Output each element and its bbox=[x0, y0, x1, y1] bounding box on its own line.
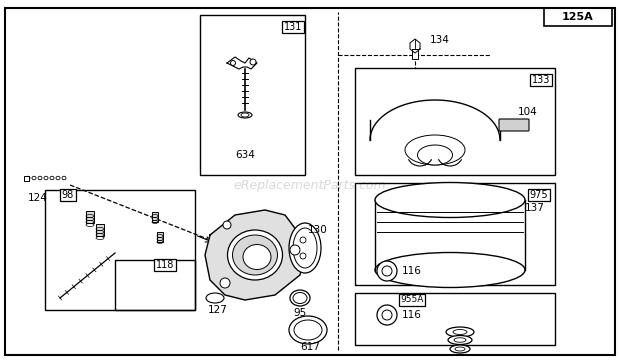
Bar bbox=[152, 212, 158, 222]
Ellipse shape bbox=[56, 176, 60, 180]
Text: 634: 634 bbox=[235, 150, 255, 160]
Circle shape bbox=[220, 278, 230, 288]
Circle shape bbox=[231, 61, 236, 65]
Bar bbox=[157, 232, 163, 242]
Text: 137: 137 bbox=[525, 203, 545, 213]
Text: 118: 118 bbox=[156, 260, 174, 270]
Bar bbox=[45, 190, 195, 310]
Ellipse shape bbox=[446, 327, 474, 337]
Text: 95: 95 bbox=[293, 308, 307, 318]
Text: 134: 134 bbox=[430, 35, 450, 45]
Text: 130: 130 bbox=[308, 225, 328, 235]
Text: 127: 127 bbox=[208, 305, 228, 315]
Polygon shape bbox=[227, 57, 257, 69]
Ellipse shape bbox=[454, 338, 466, 342]
Ellipse shape bbox=[293, 228, 317, 268]
Circle shape bbox=[382, 310, 392, 320]
Text: 131: 131 bbox=[284, 22, 302, 32]
Bar bbox=[24, 176, 29, 181]
Bar bbox=[115, 260, 195, 310]
Bar bbox=[355, 68, 555, 175]
Bar bbox=[355, 293, 555, 345]
Ellipse shape bbox=[206, 293, 224, 303]
Polygon shape bbox=[375, 200, 525, 270]
Bar bbox=[355, 183, 555, 285]
Ellipse shape bbox=[290, 290, 310, 306]
Circle shape bbox=[382, 266, 392, 276]
Circle shape bbox=[290, 245, 300, 255]
Ellipse shape bbox=[238, 112, 252, 118]
Polygon shape bbox=[410, 39, 420, 53]
Ellipse shape bbox=[241, 113, 249, 117]
Ellipse shape bbox=[375, 183, 525, 217]
Circle shape bbox=[300, 237, 306, 243]
Ellipse shape bbox=[294, 320, 322, 340]
Circle shape bbox=[377, 261, 397, 281]
Text: 133: 133 bbox=[532, 75, 550, 85]
Ellipse shape bbox=[375, 253, 525, 287]
Bar bbox=[86, 211, 94, 223]
Ellipse shape bbox=[417, 145, 453, 165]
Ellipse shape bbox=[293, 293, 307, 303]
Text: 104: 104 bbox=[518, 107, 538, 117]
Ellipse shape bbox=[455, 347, 465, 351]
Ellipse shape bbox=[289, 316, 327, 344]
Text: 955A: 955A bbox=[401, 295, 423, 305]
Text: 617: 617 bbox=[300, 342, 320, 352]
Bar bbox=[96, 224, 104, 236]
FancyBboxPatch shape bbox=[499, 119, 529, 131]
Ellipse shape bbox=[62, 176, 66, 180]
Ellipse shape bbox=[44, 176, 48, 180]
Ellipse shape bbox=[243, 245, 271, 269]
Text: 116: 116 bbox=[402, 310, 422, 320]
Bar bbox=[200, 15, 305, 175]
Ellipse shape bbox=[26, 176, 30, 180]
Text: 975: 975 bbox=[529, 190, 548, 200]
Circle shape bbox=[300, 253, 306, 259]
Bar bbox=[412, 49, 418, 59]
Ellipse shape bbox=[232, 235, 278, 275]
Ellipse shape bbox=[450, 345, 470, 353]
Ellipse shape bbox=[448, 335, 472, 344]
Text: eReplacementParts.com: eReplacementParts.com bbox=[234, 179, 386, 192]
Circle shape bbox=[377, 305, 397, 325]
Bar bbox=[544, 8, 612, 26]
Text: 125A: 125A bbox=[562, 12, 594, 22]
Polygon shape bbox=[205, 210, 305, 300]
Text: 124: 124 bbox=[28, 193, 48, 203]
Ellipse shape bbox=[50, 176, 54, 180]
Text: 116: 116 bbox=[402, 266, 422, 276]
Ellipse shape bbox=[289, 223, 321, 273]
Text: 98: 98 bbox=[62, 190, 74, 200]
Ellipse shape bbox=[228, 230, 283, 280]
Circle shape bbox=[250, 59, 256, 65]
Ellipse shape bbox=[32, 176, 36, 180]
Circle shape bbox=[223, 221, 231, 229]
Ellipse shape bbox=[453, 330, 467, 334]
Ellipse shape bbox=[38, 176, 42, 180]
